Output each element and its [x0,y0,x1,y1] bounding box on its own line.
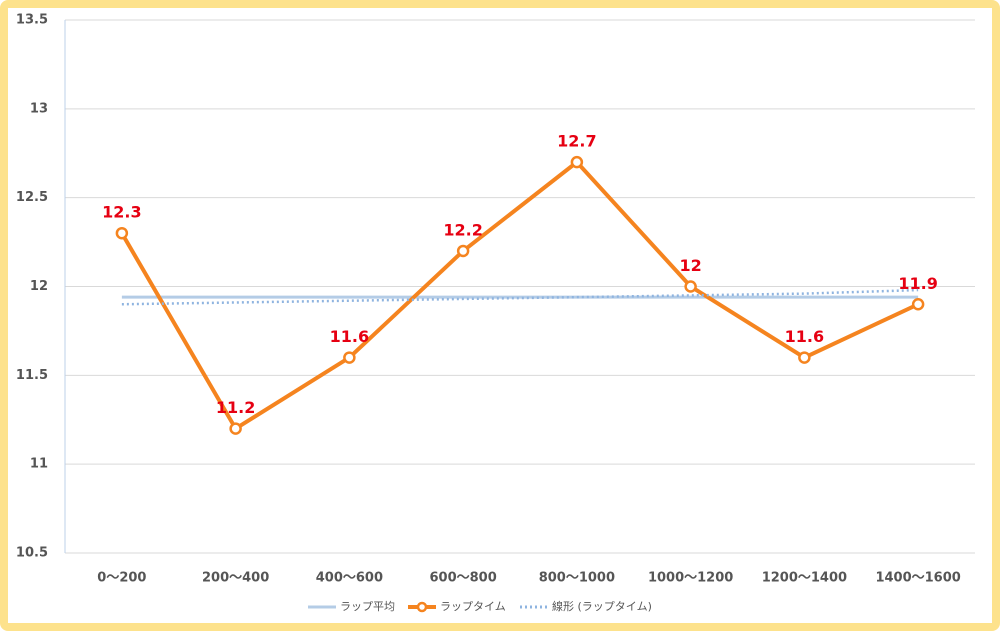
x-tick-label: 800～1000 [539,571,615,586]
y-tick-label: 13.5 [16,13,48,28]
x-tick-label: 200～400 [202,571,269,586]
data-label: 12.2 [443,220,482,239]
point [456,244,470,258]
point [798,351,811,364]
legend-marker [416,601,428,613]
series-line [120,159,919,432]
x-tick-label: 1200～1400 [762,571,847,586]
point [570,155,584,169]
data-label: 12.7 [557,132,596,151]
point [115,226,129,240]
data-label: 11.2 [216,398,255,417]
y-tick-label: 11.5 [16,368,48,383]
data-label: 12 [679,256,701,275]
legend: ラップ平均 ラップタイム 線形 (ラップタイム) [308,599,652,613]
x-tick-label: 600～800 [429,571,496,586]
y-tick-label: 11 [30,457,48,472]
data-label: 11.6 [330,327,369,346]
legend-label: ラップ平均 [340,600,395,613]
legend-label: 線形 (ラップタイム) [552,599,652,613]
point [343,351,356,364]
point [229,422,242,435]
legend-label: ラップタイム [440,600,506,613]
y-tick-label: 12.5 [16,190,48,205]
x-tick-label: 400～600 [316,571,383,586]
x-tick-label: 1000～1200 [648,571,733,586]
data-label: 11.6 [785,327,824,346]
y-tick-label: 12 [30,279,48,294]
data-label: 12.3 [102,203,141,222]
data-label: 11.9 [898,274,937,293]
x-tick-label: 1400～1600 [875,571,960,586]
y-tick-label: 10.5 [16,546,48,561]
y-tick-label: 13 [30,101,48,116]
point [911,298,925,311]
x-tick-label: 0～200 [97,571,146,586]
point [684,280,697,293]
